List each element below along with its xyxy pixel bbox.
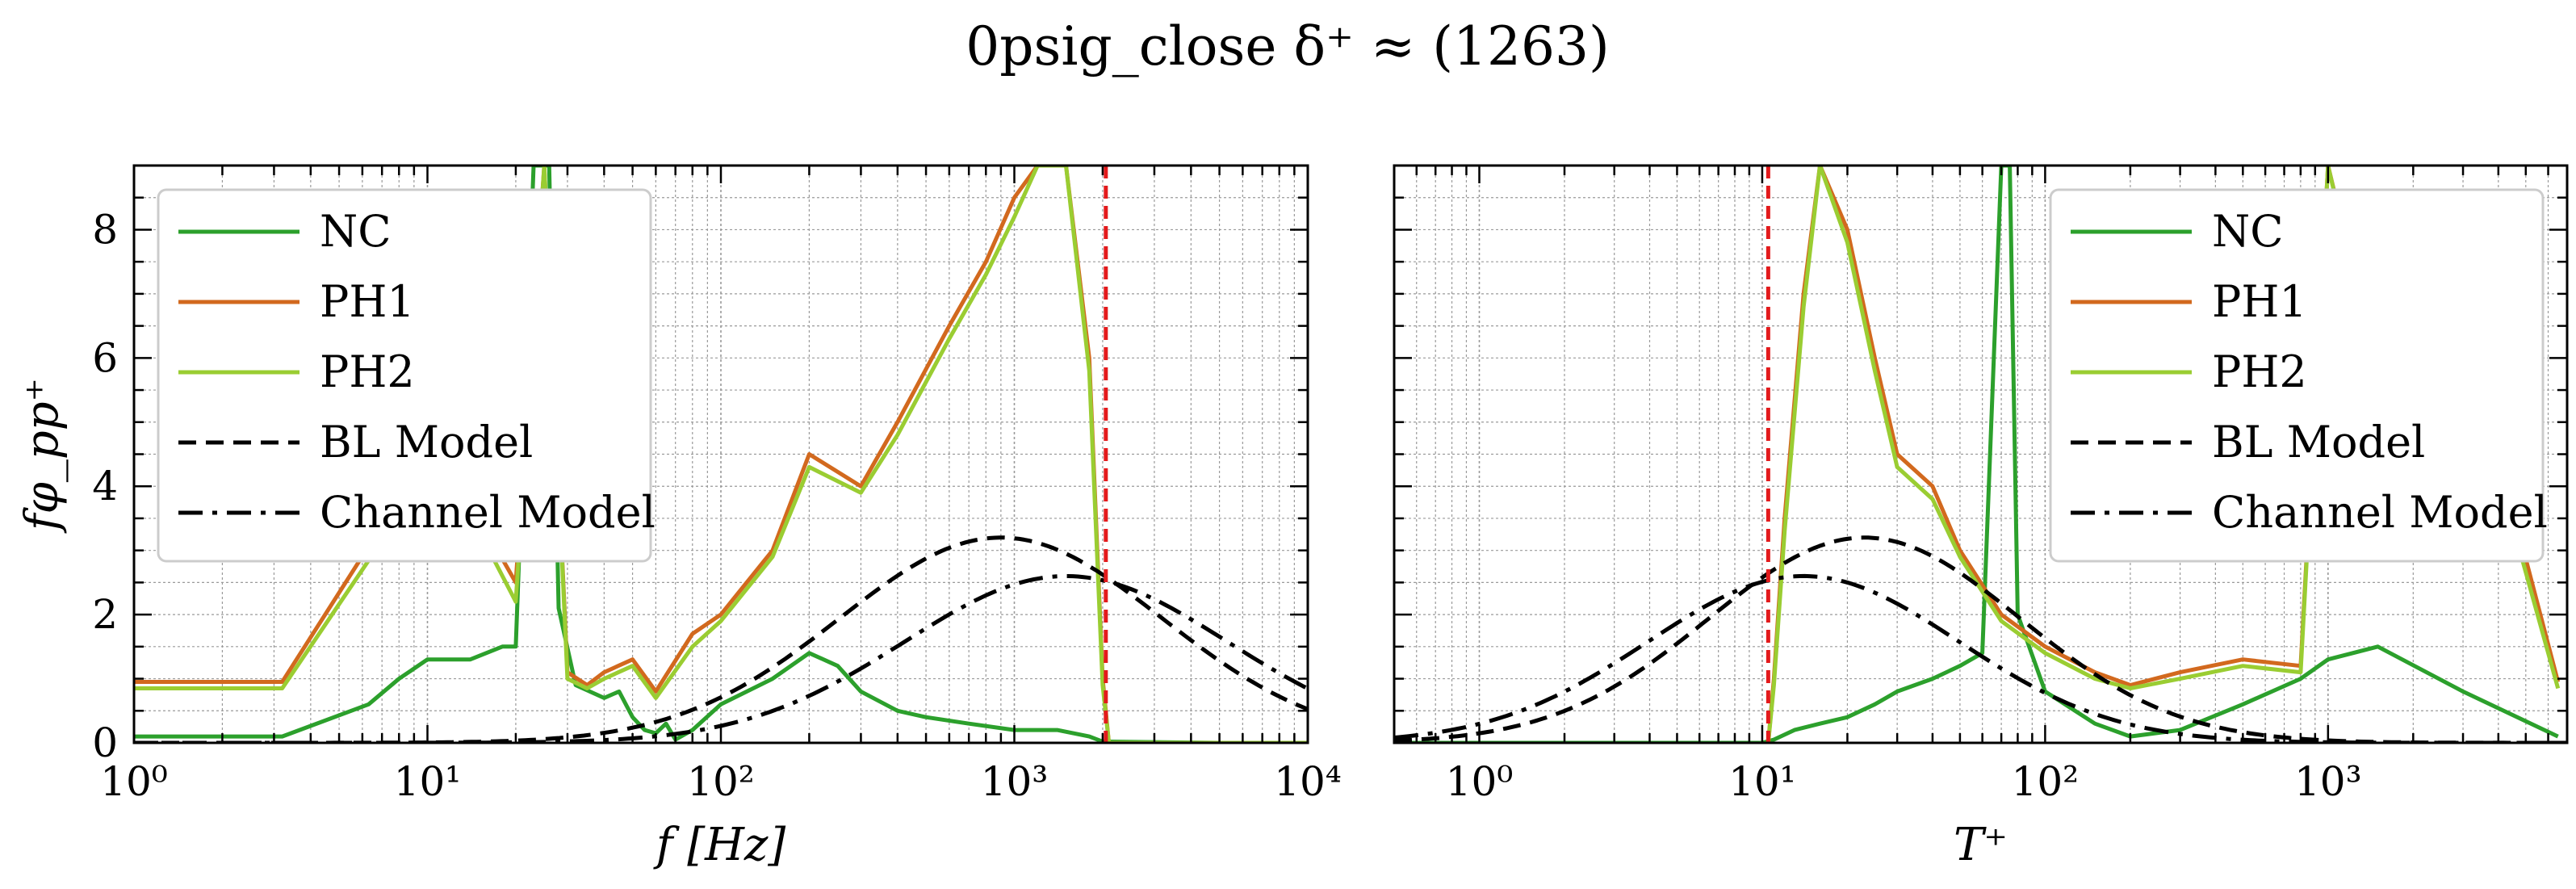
legend-box: [157, 188, 652, 563]
x-tick-label: 10¹: [1728, 758, 1796, 805]
series-bl-model: [134, 535, 1308, 743]
x-tick-label: 10¹: [394, 758, 462, 805]
panel-right: 10⁰ 10¹ 10² 10³ T⁺ NC PH1 PH2 BL Model Channel Mo…: [1393, 164, 2569, 871]
y-tick-label: 6: [92, 334, 118, 381]
legend-label: PH2: [320, 346, 415, 397]
legend: NC PH1 PH2 BL Model Channel Model: [2049, 188, 2548, 563]
legend-label: BL Model: [2212, 417, 2425, 468]
y-tick-label: 4: [92, 463, 118, 509]
x-axis-label: f [Hz]: [653, 819, 786, 871]
legend-label: NC: [2212, 206, 2284, 257]
y-tick-label: 8: [92, 206, 118, 253]
x-tick-label: 10²: [687, 758, 755, 805]
x-axis-label: T⁺: [1954, 819, 2008, 871]
legend-box: [2049, 188, 2545, 563]
series-channel-model: [1394, 573, 2567, 743]
y-axis-label: fφ_pp⁺: [16, 378, 69, 534]
x-tick-label: 10³: [981, 758, 1049, 805]
x-tick-label: 10²: [2012, 758, 2080, 805]
x-tick-label: 10³: [2294, 758, 2362, 805]
legend-label: NC: [320, 206, 392, 257]
panel-left: 10⁰ 10¹ 10² 10³ 10⁴ 0 2 4 6 8 f [Hz] fφ_pp⁺ NC PH1 PH2…: [16, 164, 1342, 871]
figure-title: 0psig_close δ⁺ ≈ (1263): [965, 15, 1609, 78]
series-bl-model: [1394, 535, 2567, 743]
y-tick-label: 0: [92, 719, 118, 766]
x-tick-label: 10⁰: [1446, 758, 1514, 805]
legend-label: PH1: [320, 276, 415, 327]
legend-label: BL Model: [320, 417, 533, 468]
legend-label: PH2: [2212, 346, 2307, 397]
legend-label: Channel Model: [320, 487, 656, 538]
ticks: [1393, 164, 2569, 744]
y-tick-label: 2: [92, 591, 118, 638]
legend-label: PH1: [2212, 276, 2307, 327]
series-nc: [1394, 166, 2559, 743]
x-tick-label: 10⁴: [1274, 758, 1342, 805]
x-tick-label: 10⁰: [100, 758, 168, 805]
series-nc: [134, 166, 1308, 743]
legend: NC PH1 PH2 BL Model Channel Model: [157, 188, 656, 563]
legend-label: Channel Model: [2212, 487, 2548, 538]
ticks: [132, 164, 1309, 744]
